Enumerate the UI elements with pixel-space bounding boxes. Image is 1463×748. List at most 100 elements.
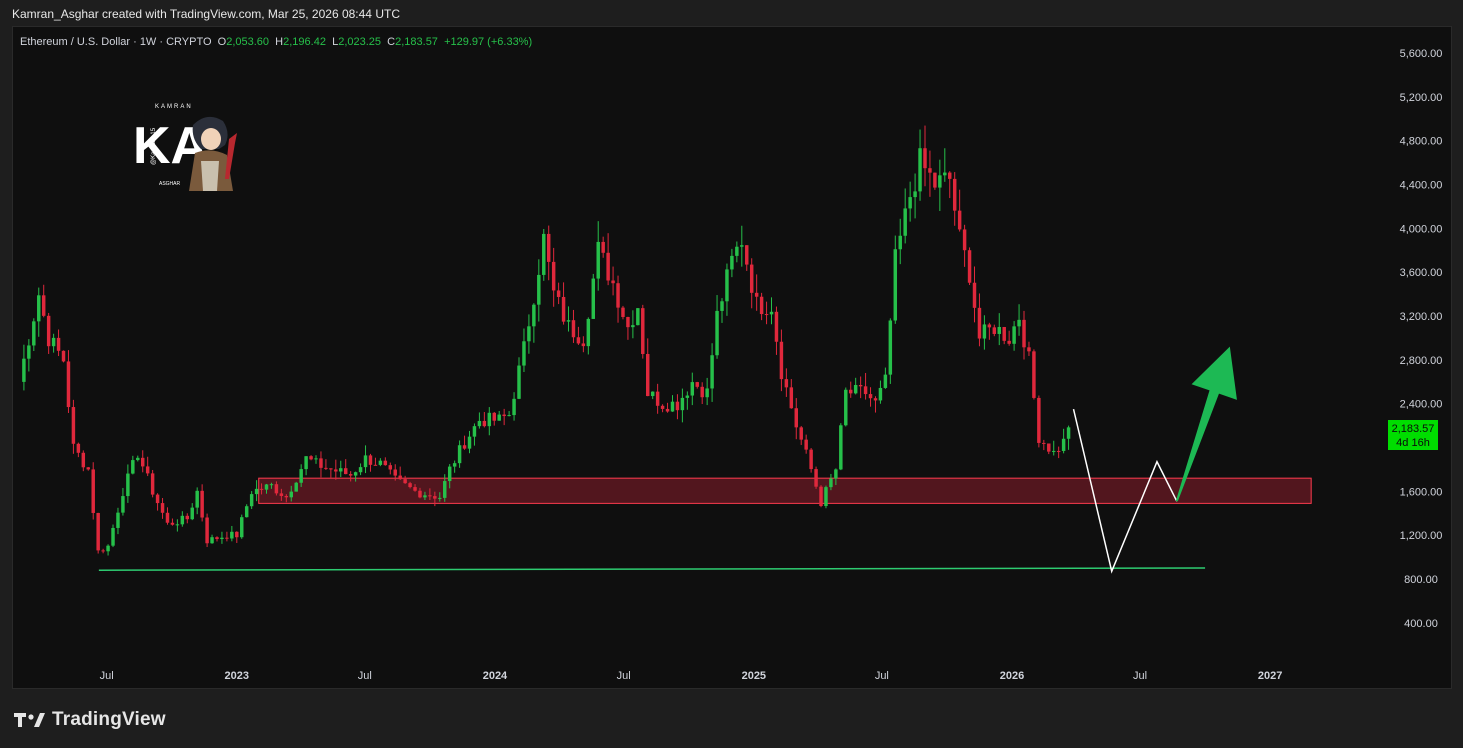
drawings-layer [98,346,1237,574]
candle-body [586,318,591,347]
candle-body [710,355,714,389]
candle-body [883,374,888,388]
price-axis[interactable]: 400.00 800.00 1,200.00 1,600.00 2,400.00 2,80… [1400,48,1443,630]
candle [358,463,363,476]
candle-body [314,458,318,460]
candle-body [343,468,348,475]
candle [601,236,605,258]
candle [136,455,140,462]
candle [487,407,492,436]
candle [571,309,576,343]
tradingview-brand-text: TradingView [52,709,166,730]
candle [794,398,798,440]
candle-body [1012,326,1016,344]
candle [745,245,749,271]
time-axis[interactable]: Jul 2023 Jul 2024 Jul 2025 Jul 2026 Jul 2027 [100,670,1283,682]
candle [368,453,373,472]
y-tick-label: 5,600.00 [1400,48,1443,60]
tradingview-brand[interactable]: TradingView [14,709,166,731]
candle-body [116,512,120,528]
candle-body [745,245,749,265]
y-tick-label: 5,200.00 [1400,92,1443,104]
candle-body [160,503,165,513]
candle-body [982,324,987,339]
candle [670,395,675,412]
candle-body [507,415,511,417]
candle [314,455,318,464]
candle [918,129,922,201]
candle [1017,304,1021,336]
candle [71,399,76,454]
candle-body [532,304,536,327]
candle-body [933,172,937,188]
candle [472,423,477,446]
x-tick-label: Jul [100,670,114,682]
candle-body [848,389,853,394]
candle-body [957,210,962,230]
candle [101,548,105,554]
candle [383,457,388,466]
candle [546,225,551,281]
candle [848,381,853,398]
candle [972,266,977,323]
candle-body [96,512,100,551]
candle [551,247,556,307]
candle-body [418,490,422,498]
candle-body [527,326,531,342]
candle [126,464,130,503]
candle [215,536,219,542]
candle [423,491,427,501]
candle-body [165,512,170,523]
candle [655,383,660,414]
candle-body [730,255,734,270]
candle-body [918,148,922,192]
candle-body [873,398,878,401]
candle [982,315,987,350]
candle-body [606,252,610,281]
candle-body [814,469,818,487]
candle [91,462,95,520]
candle-body [1056,450,1061,452]
candle-body [1066,427,1071,439]
candle [987,322,992,340]
y-tick-label: 4,000.00 [1400,223,1443,235]
candle [769,297,774,325]
candle-body [423,495,427,498]
candle [329,468,333,478]
candle-body [61,350,66,362]
candle-body [264,484,269,490]
candle [943,148,947,182]
candle [1056,446,1061,459]
candle [428,488,432,501]
candle-body [591,278,596,319]
candle-body [977,307,982,339]
candle-body [433,496,437,499]
candle [309,455,313,461]
chart-pane[interactable] [12,26,1452,689]
candle [1032,349,1036,400]
candle [839,423,843,471]
candle-body [225,537,229,539]
candle-body [537,274,541,305]
candle-body [923,148,927,169]
candle [240,514,244,539]
candle-body [690,382,695,396]
candle [170,518,175,526]
projection-arrow [1175,346,1237,502]
candle-body [764,314,769,316]
candle-body [329,468,333,470]
candle-body [428,495,432,497]
candle-body [561,296,566,322]
open-label: O [217,36,227,48]
candle [190,503,194,521]
candle-body [46,315,51,347]
watermark-top-text: KAMRAN [155,104,193,110]
symbol-legend[interactable]: Ethereum / U.S. Dollar · 1W · CRYPTO O2,… [20,36,532,48]
candle-body [655,391,660,406]
candle-body [1037,397,1041,443]
candle-body [1051,450,1056,452]
candle [1022,310,1026,360]
candle [586,317,591,355]
candle-body [943,172,947,176]
